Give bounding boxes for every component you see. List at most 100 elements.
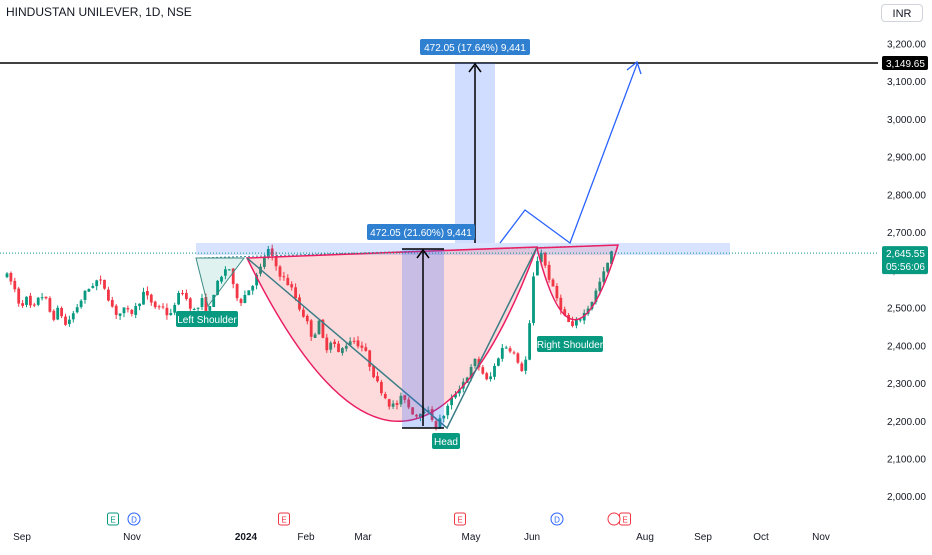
- candle-body: [56, 307, 60, 320]
- left-shoulder-label-bg: [176, 311, 238, 327]
- price-tick-label: 3,200.00: [887, 40, 926, 51]
- candle-body: [5, 273, 9, 278]
- symbol-title: HINDUSTAN UNILEVER, 1D, NSE: [6, 5, 192, 19]
- head-cup-shape: [245, 246, 539, 422]
- candle-body: [181, 293, 184, 295]
- candle-body: [286, 277, 290, 286]
- candle-body: [75, 307, 79, 313]
- candle-body: [313, 334, 317, 338]
- time-tick-label: May: [462, 532, 481, 543]
- candle-body: [403, 395, 407, 400]
- target-price-badge-text: 3,149.65: [886, 59, 925, 70]
- candle-body: [606, 262, 609, 272]
- candle-body: [391, 403, 395, 407]
- candle-body: [602, 271, 606, 282]
- candle-body: [348, 341, 352, 346]
- time-tick-label: Nov: [123, 532, 141, 543]
- candle-body: [83, 290, 87, 301]
- candle-body: [532, 276, 535, 323]
- candle-body: [450, 397, 453, 406]
- candle-body: [563, 309, 567, 316]
- candle-body: [508, 348, 512, 352]
- candle-body: [500, 348, 504, 359]
- candle-body: [21, 303, 24, 306]
- candle-body: [243, 294, 247, 303]
- right-shoulder-label-text: Right Shoulder: [537, 340, 604, 351]
- candle-body: [161, 306, 165, 308]
- candle-body: [610, 251, 613, 264]
- candle-body: [598, 281, 602, 291]
- candle-body: [594, 290, 598, 302]
- candle-body: [290, 284, 294, 288]
- candle-body: [493, 365, 496, 377]
- head-measure-label-bg: [367, 224, 475, 240]
- candle-body: [40, 297, 44, 299]
- candle-body: [185, 292, 188, 299]
- candle-body: [520, 363, 524, 371]
- candle-body: [399, 395, 403, 405]
- price-tick-label: 2,900.00: [887, 153, 926, 164]
- candle-body: [146, 290, 149, 296]
- earnings-event-icon: [454, 512, 466, 526]
- target-price-badge: 3,149.65: [882, 55, 928, 70]
- projection-path: [499, 63, 638, 245]
- price-tick-label: 2,300.00: [887, 379, 926, 390]
- candle-body: [387, 399, 391, 407]
- price-tick-label: 2,400.00: [887, 341, 926, 352]
- candle-body: [114, 305, 118, 315]
- candle-body: [302, 309, 305, 317]
- candle-body: [13, 280, 17, 290]
- right-shoulder-label-bg: [537, 336, 603, 352]
- candle-body: [142, 291, 145, 305]
- candle-body: [575, 319, 578, 326]
- candle-body: [368, 350, 372, 367]
- candle-body: [95, 280, 99, 287]
- candle-body: [107, 289, 110, 301]
- candle-body: [239, 299, 243, 304]
- time-tick-label: Oct: [753, 532, 769, 543]
- candle-body: [157, 306, 161, 308]
- candle-body: [547, 264, 551, 280]
- projection-arrowhead: [626, 60, 642, 75]
- earnings-event-label: E: [281, 516, 286, 525]
- candle-body: [356, 340, 360, 347]
- candle-body: [419, 413, 422, 418]
- candle-body: [504, 347, 508, 349]
- candle-body: [212, 294, 216, 307]
- candle-body: [99, 279, 102, 281]
- candle-body: [555, 285, 559, 299]
- price-tick-label: 2,000.00: [887, 492, 926, 503]
- price-tick-label: 2,200.00: [887, 417, 926, 428]
- dividend-event-icon: [127, 512, 141, 526]
- earnings-event-label: E: [622, 516, 627, 525]
- head-depth-arrowhead: [416, 248, 430, 259]
- candle-body: [337, 343, 340, 352]
- price-tick-label: 3,100.00: [887, 77, 926, 88]
- candle-body: [263, 256, 266, 267]
- price-tick-label: 2,500.00: [887, 304, 926, 315]
- candle-body: [512, 352, 516, 354]
- time-tick-label: Mar: [354, 532, 372, 543]
- candle-body: [411, 407, 414, 415]
- candle-body: [372, 365, 375, 378]
- candle-body: [251, 286, 255, 291]
- candle-body: [103, 279, 106, 289]
- candle-body: [200, 298, 204, 308]
- candle-body: [344, 345, 348, 349]
- candle-body: [473, 358, 477, 367]
- candle-body: [497, 358, 500, 366]
- head-label-text: Head: [434, 437, 458, 448]
- price-tick-label: 2,800.00: [887, 190, 926, 201]
- dividend-event-label: D: [131, 516, 137, 525]
- currency-button[interactable]: INR: [881, 4, 923, 22]
- candle-body: [169, 312, 173, 315]
- candle-body: [52, 310, 56, 320]
- target-measure-label: 472.05 (17.64%) 9,441: [420, 39, 530, 55]
- candle-body: [177, 292, 180, 305]
- candle-body: [321, 319, 325, 338]
- candle-body: [165, 307, 169, 316]
- time-tick-label: Sep: [13, 532, 31, 543]
- candle-body: [25, 296, 28, 305]
